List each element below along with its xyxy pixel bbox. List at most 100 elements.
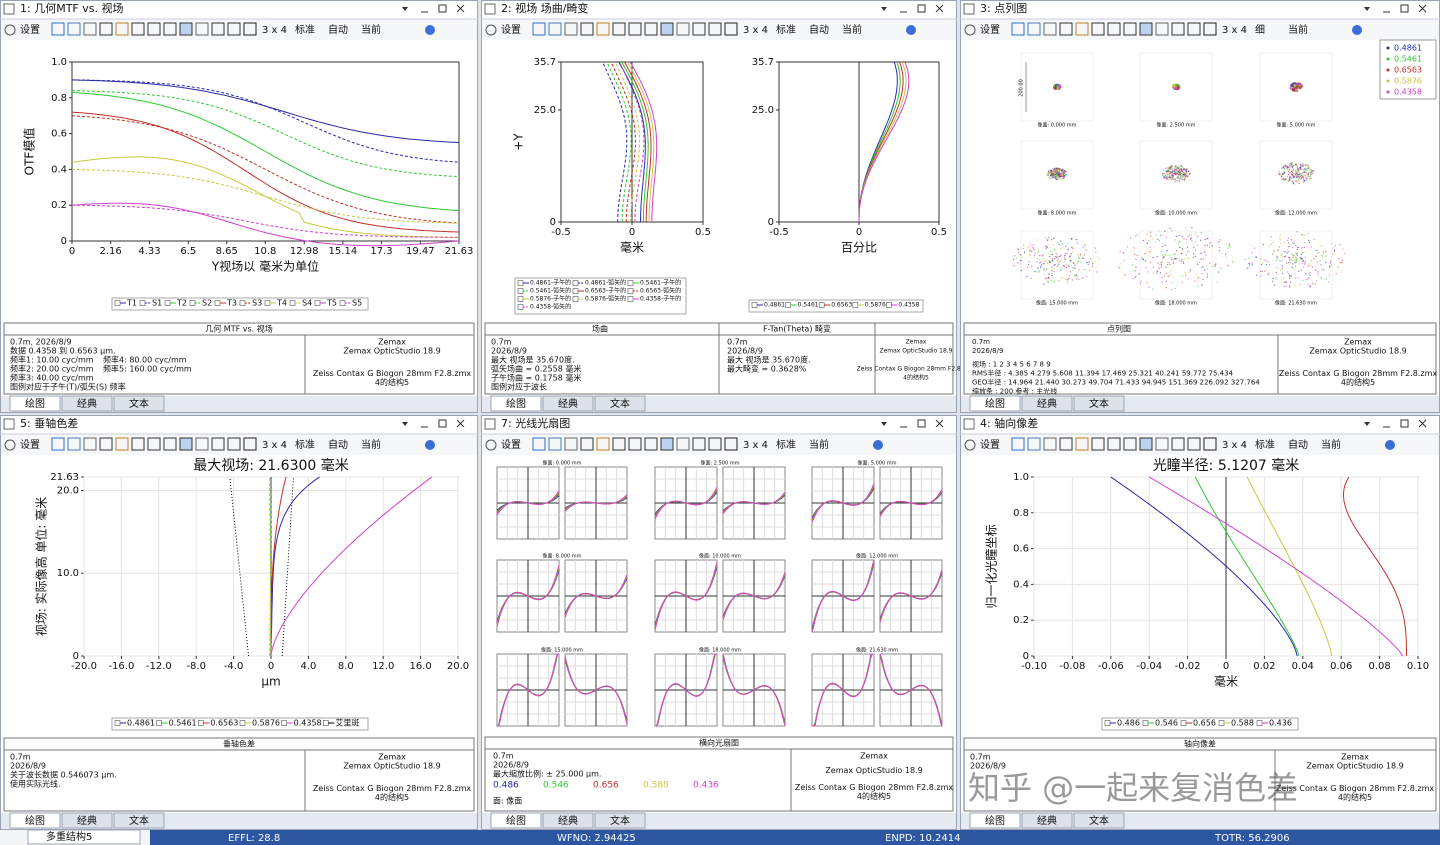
dropdown-icon[interactable] bbox=[881, 7, 887, 11]
toolbar-icon[interactable] bbox=[227, 22, 241, 36]
toolbar-icon[interactable] bbox=[1107, 22, 1121, 36]
toolbar-icon[interactable] bbox=[596, 437, 610, 451]
close-icon[interactable] bbox=[456, 4, 465, 13]
toolbar-icon[interactable] bbox=[676, 437, 690, 451]
toolbar-icon[interactable] bbox=[692, 22, 706, 36]
tab[interactable] bbox=[1073, 812, 1125, 829]
toolbar-icon[interactable] bbox=[115, 22, 129, 36]
toolbar-icon[interactable] bbox=[83, 22, 97, 36]
toolbar-button[interactable]: 设置 bbox=[980, 24, 1000, 36]
tab-label[interactable]: 绘图 bbox=[985, 814, 1005, 827]
help-icon[interactable] bbox=[425, 440, 435, 450]
help-icon[interactable] bbox=[906, 25, 916, 35]
toolbar-button[interactable]: 细 bbox=[1255, 23, 1265, 36]
toolbar-icon[interactable] bbox=[1027, 437, 1041, 451]
tab-label[interactable]: 文本 bbox=[1089, 814, 1109, 827]
toolbar-icon[interactable] bbox=[51, 437, 65, 451]
toolbar-icon[interactable] bbox=[195, 437, 209, 451]
toolbar-icon[interactable] bbox=[1043, 437, 1057, 451]
tab[interactable] bbox=[969, 395, 1021, 412]
tab[interactable] bbox=[113, 395, 165, 412]
toolbar-icon[interactable] bbox=[131, 437, 145, 451]
toolbar-button[interactable]: 标准 bbox=[295, 24, 315, 36]
window-button[interactable] bbox=[1418, 419, 1427, 428]
toolbar-icon[interactable] bbox=[1091, 22, 1105, 36]
window-button[interactable] bbox=[917, 419, 926, 428]
toolbar-button[interactable]: 当前 bbox=[1321, 438, 1341, 451]
toolbar-menu[interactable] bbox=[4, 439, 16, 451]
dropdown-icon[interactable] bbox=[402, 422, 408, 426]
toolbar-button[interactable]: 设置 bbox=[501, 439, 521, 451]
toolbar-icon[interactable] bbox=[1011, 22, 1025, 36]
dropdown-icon[interactable] bbox=[402, 7, 408, 11]
window-button[interactable] bbox=[456, 4, 465, 13]
toolbar-button[interactable]: 设置 bbox=[501, 24, 521, 36]
toolbar-button[interactable]: 设置 bbox=[980, 439, 1000, 451]
tab[interactable] bbox=[1021, 812, 1073, 829]
tab[interactable] bbox=[594, 812, 646, 829]
toolbar-icon[interactable] bbox=[83, 437, 97, 451]
status-tab-label[interactable]: 多重结构5 bbox=[46, 830, 92, 843]
dropdown-icon[interactable] bbox=[1364, 422, 1370, 426]
toolbar-menu[interactable] bbox=[485, 439, 497, 451]
tab[interactable] bbox=[542, 395, 594, 412]
tab[interactable] bbox=[969, 812, 1021, 829]
toolbar-icon[interactable] bbox=[115, 437, 129, 451]
toolbar-icon[interactable] bbox=[1123, 437, 1137, 451]
tab-label[interactable]: 绘图 bbox=[506, 397, 526, 410]
toolbar-button[interactable]: 自动 bbox=[809, 23, 829, 36]
help-icon[interactable] bbox=[873, 440, 883, 450]
tab[interactable] bbox=[9, 812, 61, 829]
toolbar-button[interactable]: 自动 bbox=[328, 438, 348, 451]
toolbar-icon[interactable] bbox=[243, 437, 257, 451]
toolbar-icon[interactable] bbox=[1155, 437, 1169, 451]
toolbar-button[interactable]: 当前 bbox=[809, 438, 829, 451]
toolbar-icon[interactable] bbox=[1091, 437, 1105, 451]
toolbar-button[interactable]: 3 x 4 bbox=[1222, 25, 1247, 36]
maximize-icon[interactable] bbox=[438, 4, 447, 13]
toolbar-icon[interactable] bbox=[1027, 22, 1041, 36]
toolbar-button[interactable]: 3 x 4 bbox=[743, 440, 768, 451]
tab-label[interactable]: 经典 bbox=[77, 814, 97, 827]
toolbar-icon[interactable] bbox=[580, 437, 594, 451]
toolbar-icon[interactable] bbox=[1011, 437, 1025, 451]
help-icon[interactable] bbox=[1385, 440, 1395, 450]
toolbar-icon[interactable] bbox=[564, 437, 578, 451]
toolbar-icon[interactable] bbox=[1187, 437, 1201, 451]
dropdown-icon[interactable] bbox=[881, 422, 887, 426]
toolbar-icon[interactable] bbox=[1139, 437, 1153, 451]
toolbar-icon[interactable] bbox=[660, 22, 674, 36]
window-button[interactable] bbox=[935, 4, 944, 13]
toolbar-button[interactable]: 标准 bbox=[295, 439, 315, 451]
toolbar-button[interactable]: 设置 bbox=[20, 439, 40, 451]
toolbar-icon[interactable] bbox=[1171, 22, 1185, 36]
tab-label[interactable]: 文本 bbox=[129, 814, 149, 827]
tab[interactable] bbox=[1073, 395, 1125, 412]
toolbar-button[interactable]: 自动 bbox=[1288, 438, 1308, 451]
tab-label[interactable]: 经典 bbox=[1037, 397, 1057, 410]
toolbar-icon[interactable] bbox=[163, 22, 177, 36]
tab-label[interactable]: 经典 bbox=[1037, 814, 1057, 827]
tab[interactable] bbox=[490, 812, 542, 829]
toolbar-icon[interactable] bbox=[1139, 22, 1153, 36]
toolbar-icon[interactable] bbox=[1155, 22, 1169, 36]
toolbar-icon[interactable] bbox=[1203, 22, 1217, 36]
toolbar-icon[interactable] bbox=[724, 22, 738, 36]
tab[interactable] bbox=[61, 395, 113, 412]
toolbar-icon[interactable] bbox=[67, 437, 81, 451]
toolbar-button[interactable]: 标准 bbox=[776, 24, 796, 36]
toolbar-icon[interactable] bbox=[1203, 437, 1217, 451]
toolbar-button[interactable]: 3 x 4 bbox=[262, 440, 287, 451]
toolbar-icon[interactable] bbox=[1171, 437, 1185, 451]
toolbar-icon[interactable] bbox=[131, 22, 145, 36]
toolbar-icon[interactable] bbox=[548, 437, 562, 451]
toolbar-icon[interactable] bbox=[1187, 22, 1201, 36]
maximize-icon[interactable] bbox=[917, 419, 926, 428]
toolbar-icon[interactable] bbox=[644, 437, 658, 451]
toolbar-icon[interactable] bbox=[147, 437, 161, 451]
toolbar-icon[interactable] bbox=[644, 22, 658, 36]
close-icon[interactable] bbox=[1418, 419, 1427, 428]
toolbar-menu[interactable] bbox=[964, 439, 976, 451]
toolbar-icon[interactable] bbox=[532, 437, 546, 451]
window-button[interactable] bbox=[1400, 4, 1409, 13]
